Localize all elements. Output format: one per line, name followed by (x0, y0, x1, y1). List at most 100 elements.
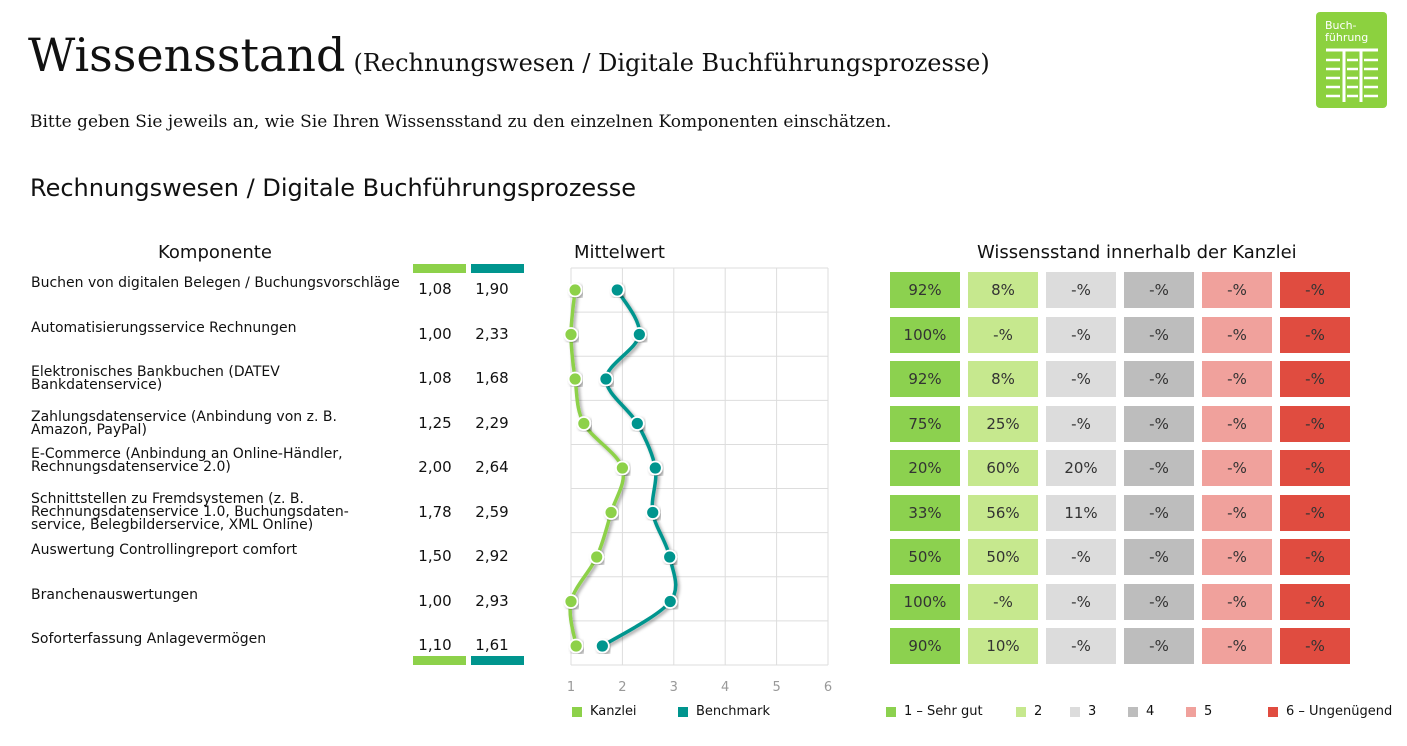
kanzlei-column-bar (413, 264, 466, 273)
intro-text: Bitte geben Sie jeweils an, wie Sie Ihre… (30, 112, 892, 132)
percent-cell: -% (1124, 494, 1194, 531)
level-legend-item: 4 (1128, 704, 1154, 719)
legend-label: 2 (1034, 704, 1043, 719)
level-legend-item: 5 (1186, 704, 1212, 719)
legend-swatch (1016, 706, 1026, 717)
percent-cell: 92% (890, 361, 960, 397)
percent-cell: -% (1280, 361, 1350, 397)
kanzlei-value: 1,00 (418, 324, 452, 343)
percent-cell: 100% (890, 316, 960, 353)
row-label: Schnittstellen zu Fremdsystemen (z. B. R… (31, 490, 349, 533)
level-legend-item: 2 (1016, 704, 1042, 719)
percent-cell: -% (1202, 316, 1272, 353)
benchmark-point (609, 282, 625, 298)
benchmark-line (601, 289, 678, 648)
percent-cell: 60% (968, 450, 1038, 486)
benchmark-value: 2,92 (475, 547, 509, 565)
row-label: Branchenauswertungen (31, 586, 199, 603)
percent-cell: -% (1046, 405, 1116, 442)
legend-swatch (1070, 706, 1080, 717)
percent-cell: -% (1202, 628, 1272, 664)
legend-label: 4 (1146, 704, 1155, 719)
mittelwert-chart: 1 2 3 4 5 6 (563, 267, 832, 695)
percent-cell: -% (1124, 628, 1194, 664)
benchmark-point (598, 371, 614, 387)
percent-cell: -% (1202, 361, 1272, 397)
kanzlei-point (589, 549, 605, 565)
row-label: Soforterfassung Anlagevermögen (31, 631, 267, 647)
percent-cell: 92% (890, 272, 960, 308)
percent-cell: -% (1124, 272, 1194, 308)
percent-cell: 20% (890, 450, 960, 486)
legend-label: Kanzlei (590, 704, 637, 719)
page-title: Wissensstand (Rechnungswesen / Digitale B… (28, 28, 990, 82)
kanzlei-value: 1,50 (418, 547, 452, 565)
percent-cell: -% (1046, 316, 1116, 353)
level-legend-item: 6 – Ungenügend (1268, 704, 1392, 719)
percent-cell: -% (968, 583, 1038, 620)
kanzlei-value: 1,78 (418, 502, 452, 521)
legend-label: 3 (1088, 704, 1097, 719)
benchmark-column-bar (471, 264, 524, 273)
percent-cell: -% (1280, 450, 1350, 486)
percent-cell: -% (1280, 494, 1350, 531)
buchfuehrung-logo: Buch-führung (1316, 12, 1387, 108)
title-text: Wissensstand (28, 28, 346, 82)
legend-label: 5 (1204, 704, 1213, 719)
header-wissensstand: Wissensstand innerhalb der Kanzlei (977, 242, 1297, 263)
percent-cell: -% (1280, 316, 1350, 353)
header-mittelwert: Mittelwert (574, 242, 665, 263)
row-label: Auswertung Controllingreport comfort (31, 542, 298, 558)
percent-cell: 50% (890, 539, 960, 575)
kanzlei-value: 2,00 (418, 458, 452, 476)
x-tick-label: 2 (618, 680, 626, 695)
legend-benchmark: Benchmark (678, 704, 770, 719)
benchmark-point (629, 416, 645, 431)
kanzlei-column-bar-bottom (413, 656, 466, 665)
logo-line2: führung (1325, 31, 1369, 44)
benchmark-value: 2,33 (475, 324, 509, 343)
legend-swatch (678, 706, 688, 717)
percent-cell: 100% (890, 583, 960, 620)
kanzlei-value: 1,00 (418, 591, 452, 610)
row-label: Automatisierungsservice Rechnungen (31, 319, 297, 336)
legend-label: 6 – Ungenügend (1286, 704, 1393, 719)
percent-cell: -% (1202, 450, 1272, 486)
legend-label: 1 – Sehr gut (904, 704, 983, 719)
percent-cell: -% (1046, 583, 1116, 620)
benchmark-point (631, 327, 647, 342)
kanzlei-point (563, 594, 579, 609)
row-label: E-Commerce (Anbindung an Online-Händler,… (31, 446, 343, 475)
percent-cell: 8% (968, 361, 1038, 397)
percent-cell: -% (1202, 272, 1272, 308)
percent-cell: 10% (968, 628, 1038, 664)
percent-cell: -% (1124, 583, 1194, 620)
benchmark-value: 1,68 (475, 369, 509, 387)
percent-cell: -% (1124, 405, 1194, 442)
kanzlei-point (568, 638, 584, 654)
percent-cell: -% (1280, 272, 1350, 308)
kanzlei-point (563, 327, 579, 342)
percent-cell: -% (1046, 628, 1116, 664)
x-tick-label: 6 (824, 680, 832, 695)
legend-swatch (1128, 706, 1138, 717)
benchmark-value: 2,64 (475, 458, 509, 476)
percent-cell: -% (1202, 405, 1272, 442)
percent-cell: -% (1124, 316, 1194, 353)
benchmark-value: 1,61 (475, 636, 509, 654)
kanzlei-value: 1,25 (418, 413, 452, 432)
benchmark-value: 1,90 (475, 280, 509, 298)
benchmark-value: 2,29 (475, 413, 509, 432)
percent-cell: 50% (968, 539, 1038, 575)
percent-cell: -% (1046, 272, 1116, 308)
kanzlei-value: 1,08 (418, 369, 452, 387)
percent-cell: 56% (968, 494, 1038, 531)
kanzlei-point (567, 282, 583, 298)
percent-cell: -% (1280, 628, 1350, 664)
percent-cell: 75% (890, 405, 960, 442)
benchmark-point (647, 460, 663, 476)
x-tick-label: 3 (670, 680, 678, 695)
percent-cell: -% (1046, 361, 1116, 397)
benchmark-point (662, 549, 678, 565)
kanzlei-point (576, 416, 592, 431)
